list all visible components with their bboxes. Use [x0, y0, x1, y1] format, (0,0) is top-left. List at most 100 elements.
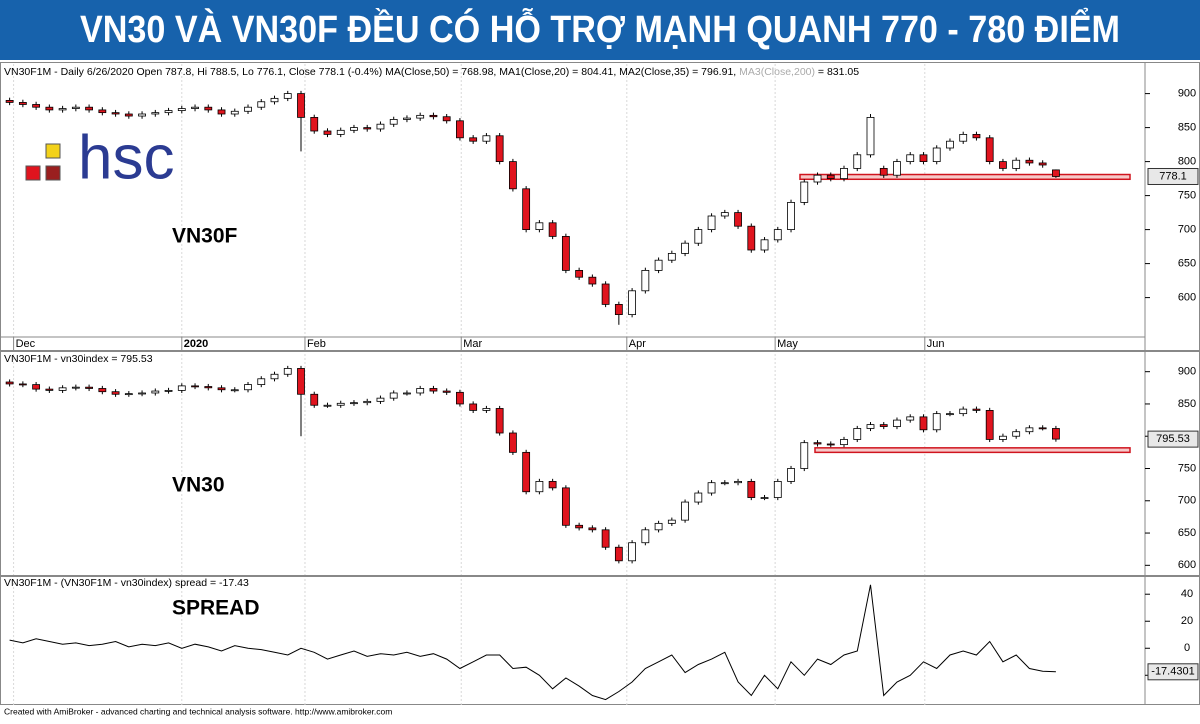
footer: Created with AmiBroker - advanced charti…	[4, 706, 392, 716]
candle-body	[469, 137, 478, 142]
candle-body	[204, 386, 213, 389]
candle-body	[734, 212, 742, 227]
candle-body	[45, 388, 54, 391]
candle-body	[972, 408, 981, 411]
candle-body	[773, 229, 782, 241]
last-value-box	[1147, 167, 1199, 185]
candle-body	[1052, 428, 1060, 440]
candle-body	[773, 481, 782, 498]
candle-body	[548, 222, 557, 237]
candle-body	[522, 188, 531, 231]
candle-body	[588, 276, 597, 285]
candle-body	[283, 368, 292, 375]
support-band	[814, 447, 1131, 454]
y-tick-label: 650	[1178, 527, 1196, 539]
candle-body	[138, 113, 146, 117]
candle-body	[403, 117, 411, 120]
header-text: VN30F1M - (VN30F1M - vn30index) spread =…	[4, 577, 249, 589]
candle-body	[442, 390, 451, 393]
candle-body	[310, 393, 319, 406]
header-text: VN30F1M - vn30index = 795.53	[4, 353, 153, 365]
candle-body	[813, 174, 822, 183]
y-tick-label: 750	[1178, 462, 1196, 474]
candle-body	[813, 442, 822, 445]
candle-body	[456, 120, 464, 139]
candle-body	[985, 410, 994, 440]
candle-body	[694, 492, 703, 503]
candle-body	[177, 385, 186, 391]
last-value-box	[1147, 663, 1199, 681]
panel-label: SPREAD	[172, 597, 260, 620]
candle-body	[71, 386, 80, 389]
candle-body	[575, 524, 584, 529]
candle-body	[787, 201, 795, 230]
candle-body	[164, 389, 173, 392]
candle-body	[376, 397, 385, 402]
candle-body	[336, 129, 345, 135]
candle-body	[204, 106, 213, 111]
candle-body	[363, 127, 372, 130]
candle-body	[138, 392, 146, 395]
candle-body	[244, 384, 252, 391]
candle-body	[217, 387, 226, 391]
y-tick-label: 850	[1178, 122, 1196, 134]
candle-body	[416, 388, 425, 394]
y-tick-label: 600	[1178, 559, 1196, 571]
candle-body	[561, 235, 570, 271]
y-tick-label: 800	[1178, 156, 1196, 168]
candle-body	[747, 481, 756, 498]
candle-body	[469, 403, 478, 411]
candle-body	[98, 109, 107, 114]
candle-body	[707, 482, 716, 494]
candle-body	[1025, 427, 1034, 433]
candle-body	[628, 542, 636, 562]
candle-body	[614, 303, 623, 315]
candle-body	[124, 113, 133, 117]
candle-body	[972, 133, 981, 139]
candle-body	[879, 167, 888, 176]
x-tick-label: May	[777, 338, 798, 350]
candle-body	[5, 381, 14, 385]
candle-body	[270, 373, 279, 380]
candle-body	[350, 127, 358, 131]
candle-body	[720, 482, 729, 485]
x-tick-label: Feb	[307, 338, 326, 350]
panel-label: VN30	[172, 474, 225, 497]
candle-body	[177, 108, 186, 111]
title-banner	[0, 0, 1200, 60]
y-tick-label: 40	[1181, 588, 1193, 600]
y-tick-label: 700	[1178, 224, 1196, 236]
candle-body	[1052, 169, 1060, 177]
candle-body	[932, 147, 941, 162]
candle-body	[456, 391, 464, 405]
candle-body	[32, 384, 41, 390]
candle-body	[548, 481, 557, 489]
candle-body	[906, 416, 915, 421]
candle-body	[601, 283, 610, 305]
candle-body	[151, 390, 160, 394]
candle-body	[230, 389, 239, 392]
logo-square	[45, 143, 61, 159]
y-tick-label: 0	[1184, 642, 1190, 654]
header-text: MA3(Close,200)	[739, 66, 815, 78]
candle-body	[999, 435, 1007, 440]
candle-body	[495, 135, 504, 162]
y-tick-label: 20	[1181, 615, 1193, 627]
candle-body	[58, 387, 67, 391]
title: VN30 VÀ VN30F ĐỀU CÓ HỖ TRỢ MẠNH QUANH 7…	[80, 6, 1120, 51]
candle-body	[495, 408, 504, 434]
candle-body	[416, 114, 425, 119]
candle-body	[323, 130, 332, 135]
candle-body	[853, 154, 862, 169]
candle-body	[429, 114, 438, 118]
candle-body	[509, 432, 517, 453]
candle-body	[681, 242, 689, 254]
candle-body	[893, 419, 901, 427]
spread-line	[9, 584, 1056, 701]
candle-body	[151, 112, 160, 115]
candle-body	[641, 269, 650, 292]
candle-body	[1025, 159, 1034, 164]
candle-body	[230, 110, 239, 115]
candle-body	[840, 439, 848, 446]
candle-body	[919, 154, 928, 163]
